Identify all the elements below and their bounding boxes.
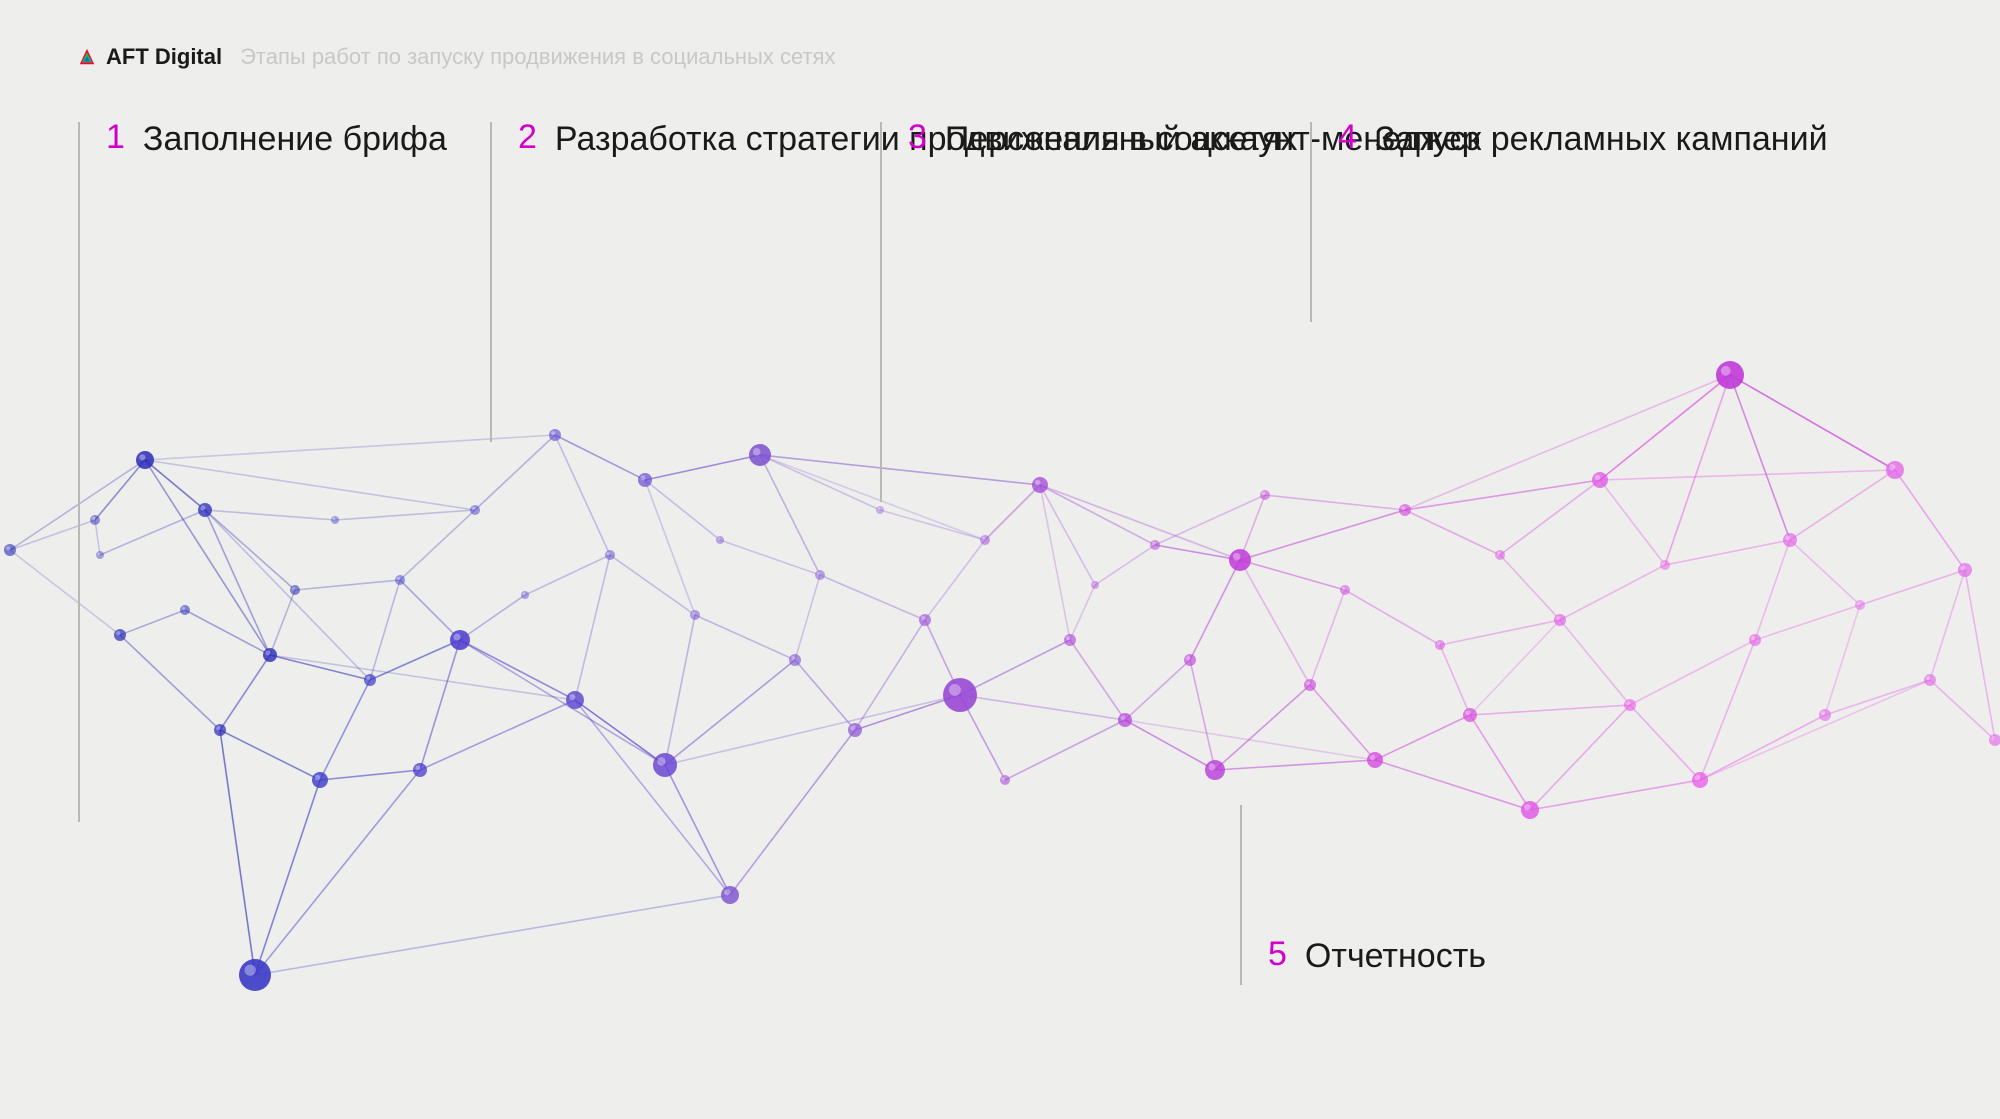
step-title: Отчетность bbox=[1305, 935, 1486, 979]
step-number: 3 bbox=[908, 118, 927, 157]
logo-icon bbox=[78, 48, 96, 66]
step-number: 1 bbox=[106, 118, 125, 157]
header: AFT Digital Этапы работ по запуску продв… bbox=[78, 44, 835, 70]
step-title: Заполнение брифа bbox=[143, 118, 447, 162]
step-bottom: 5 Отчетность bbox=[1240, 935, 1486, 979]
step-number: 2 bbox=[518, 118, 537, 157]
step-4: 4 Запуск рекламных кампаний bbox=[1310, 118, 1828, 162]
step-number: 4 bbox=[1338, 118, 1357, 157]
brand-logo: AFT Digital bbox=[78, 44, 222, 70]
step-1: 1 Заполнение брифа bbox=[78, 118, 447, 162]
network-graphic bbox=[0, 0, 2000, 1119]
page-subtitle: Этапы работ по запуску продвижения в соц… bbox=[240, 44, 835, 70]
step-number: 5 bbox=[1268, 935, 1287, 974]
slide-root: AFT Digital Этапы работ по запуску продв… bbox=[0, 0, 2000, 1119]
brand-name: AFT Digital bbox=[106, 44, 222, 70]
step-title: Запуск рекламных кампаний bbox=[1375, 118, 1828, 162]
